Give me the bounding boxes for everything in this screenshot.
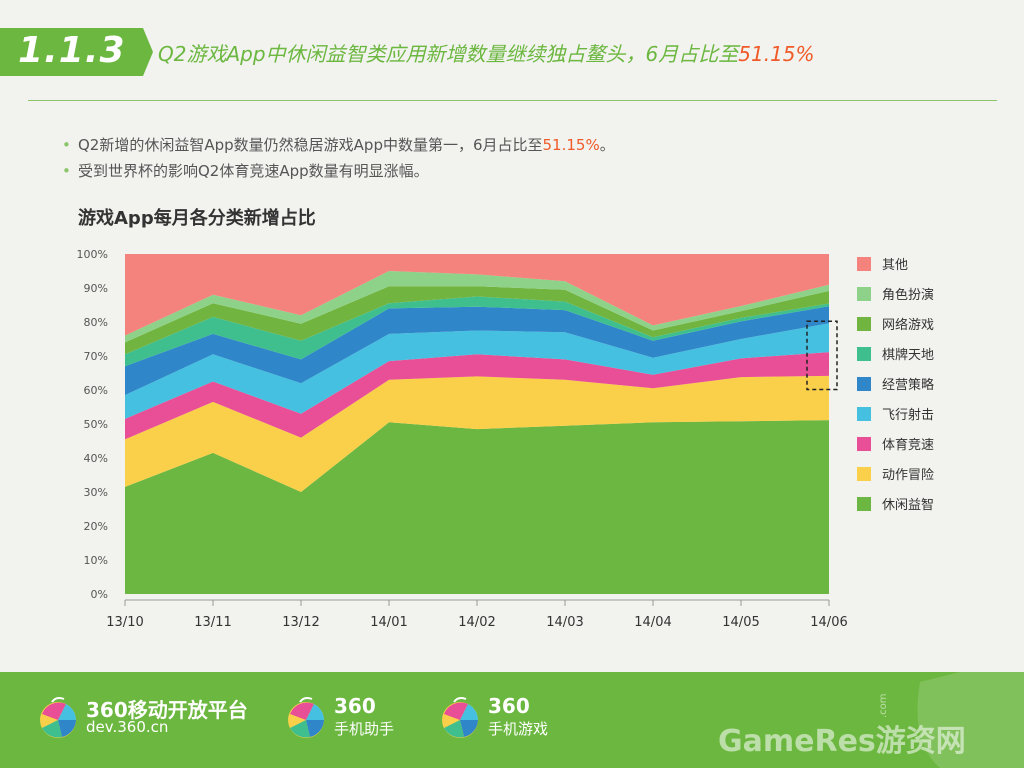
page-title: Q2游戏App中休闲益智类应用新增数量继续独占鳌头，6月占比至51.15%: [158, 38, 815, 67]
y-tick-label: 50%: [84, 418, 108, 431]
x-tick-label: 13/12: [282, 615, 319, 630]
y-tick-label: 40%: [84, 452, 108, 465]
legend-swatch: [857, 407, 871, 421]
bullet-item: 受到世界杯的影响Q2体育竞速App数量有明显涨幅。: [62, 158, 615, 184]
x-tick-label: 14/01: [370, 615, 407, 630]
legend-swatch: [857, 497, 871, 511]
legend-swatch: [857, 257, 871, 271]
x-tick-label: 13/11: [194, 615, 231, 630]
footer: 360移动开放平台 dev.360.cn 360 手机助手 360 手机游戏 G…: [0, 672, 1024, 768]
y-tick-label: 70%: [84, 350, 108, 363]
legend-swatch: [857, 467, 871, 481]
brand-name: 360: [334, 694, 376, 718]
watermark-shield-icon: [917, 672, 1024, 768]
highlight-box: [806, 320, 838, 391]
legend-label: 角色扮演: [882, 288, 935, 303]
area-series-3: [125, 323, 829, 419]
x-tick-label: 14/06: [810, 615, 847, 630]
x-tick-label: 14/05: [722, 615, 759, 630]
legend-label: 体育竞速: [882, 438, 935, 453]
page-title-main: Q2游戏App中休闲益智类应用新增数量继续独占鳌头，6月占比至: [158, 42, 739, 66]
legend-swatch: [857, 287, 871, 301]
x-tick-label: 14/03: [546, 615, 583, 630]
title-divider: [28, 100, 997, 101]
page-title-highlight: 51.15%: [738, 42, 815, 66]
watermark-com: .com: [878, 693, 889, 718]
legend-label: 休闲益智: [882, 498, 935, 513]
stacked-area-chart: 13/10 13/11 13/12 14/01 14/02 14/03 14/04 14/05…: [77, 248, 848, 630]
brand-subname: 手机游戏: [488, 720, 549, 738]
legend-label: 飞行射击: [882, 408, 935, 423]
brand-name: 360移动开放平台: [86, 698, 248, 722]
bullet-text: Q2新增的休闲益智App数量仍然稳居游戏App中数量第一，6月占比至: [78, 136, 543, 154]
legend-label: 其他: [882, 258, 909, 273]
section-tab: 1.1.3: [0, 28, 153, 76]
header: 1.1.3 Q2游戏App中休闲益智类应用新增数量继续独占鳌头，6月占比至51.…: [0, 28, 1024, 76]
y-tick-label: 20%: [84, 520, 108, 533]
area-series-5: [125, 296, 829, 367]
bullet-text: 受到世界杯的影响Q2体育竞速App数量有明显涨幅。: [78, 162, 429, 180]
legend-swatch: [857, 437, 871, 451]
y-tick-label: 10%: [84, 554, 108, 567]
y-tick-label: 100%: [77, 248, 108, 261]
legend-label: 动作冒险: [882, 468, 935, 483]
bullet-suffix: 。: [599, 136, 615, 154]
section-number: 1.1.3: [18, 30, 126, 71]
y-tick-label: 0%: [91, 588, 108, 601]
area-series-4: [125, 306, 829, 396]
x-tick-label: 14/02: [458, 615, 495, 630]
area-series-2: [125, 352, 829, 440]
x-tick-label: 13/10: [106, 615, 143, 630]
y-tick-label: 30%: [84, 486, 108, 499]
area-series-6: [125, 286, 829, 355]
ball-logo-icon: [40, 697, 76, 738]
chart-title: 游戏App每月各分类新增占比: [78, 208, 316, 229]
legend-label: 网络游戏: [882, 318, 935, 333]
area-series-1: [125, 375, 829, 492]
brand-url: dev.360.cn: [86, 718, 169, 736]
y-tick-label: 80%: [84, 316, 108, 329]
x-tick-label: 14/04: [634, 615, 671, 630]
bullet-highlight: 51.15%: [542, 136, 600, 154]
legend-swatch: [857, 347, 871, 361]
ball-logo-icon: [288, 697, 324, 738]
bullet-list: Q2新增的休闲益智App数量仍然稳居游戏App中数量第一，6月占比至51.15%…: [62, 132, 615, 184]
watermark-text: GameRes游资网: [718, 724, 966, 759]
ball-logo-icon: [442, 697, 478, 738]
y-tick-label: 60%: [84, 384, 108, 397]
legend-swatch: [857, 317, 871, 331]
brand-subname: 手机助手: [334, 720, 395, 738]
legend-swatch: [857, 377, 871, 391]
area-series-7: [125, 271, 829, 343]
legend-label: 经营策略: [882, 378, 935, 393]
y-tick-label: 90%: [84, 282, 108, 295]
area-series-8: [125, 254, 829, 336]
legend-label: 棋牌天地: [882, 348, 935, 363]
area-series-0: [125, 420, 829, 594]
brand-name: 360: [488, 694, 530, 718]
bullet-item: Q2新增的休闲益智App数量仍然稳居游戏App中数量第一，6月占比至51.15%…: [62, 132, 615, 158]
